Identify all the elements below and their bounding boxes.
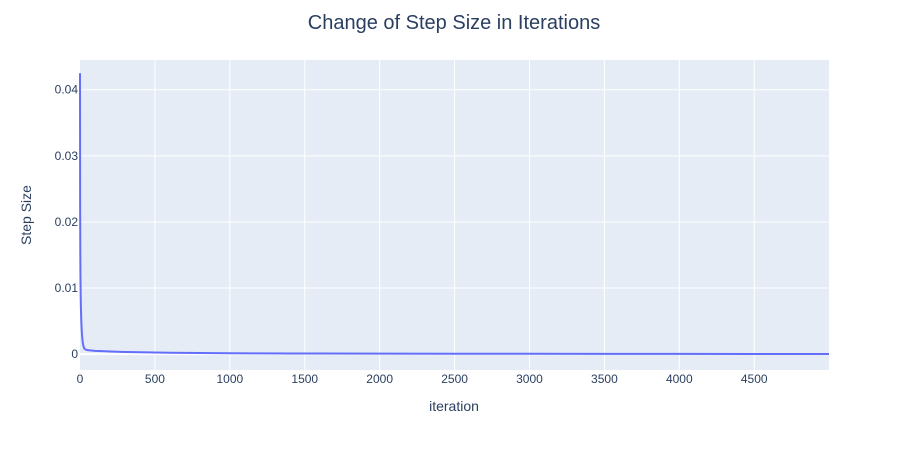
y-tick-label: 0: [71, 347, 78, 361]
x-tick-label: 4500: [741, 372, 768, 386]
y-axis-ticks: 0 0.01 0.02 0.03 0.04: [55, 83, 79, 361]
y-tick-label: 0.04: [55, 83, 79, 97]
y-tick-label: 0.01: [55, 281, 79, 295]
x-tick-label: 3500: [591, 372, 618, 386]
chart-title: Change of Step Size in Iterations: [308, 12, 600, 34]
series-layer: [79, 73, 829, 355]
x-tick-label: 4000: [666, 372, 693, 386]
series-line: [79, 73, 829, 355]
x-tick-label: 0: [77, 372, 84, 386]
x-tick-label: 3000: [516, 372, 543, 386]
y-tick-label: 0.02: [55, 215, 79, 229]
x-tick-label: 500: [145, 372, 165, 386]
x-tick-label: 2000: [366, 372, 393, 386]
y-axis-title: Step Size: [18, 185, 34, 245]
x-tick-label: 1500: [291, 372, 318, 386]
x-tick-label: 1000: [216, 372, 243, 386]
x-axis-title: iteration: [429, 398, 479, 414]
x-tick-label: 2500: [441, 372, 468, 386]
x-axis-ticks: 0 500 1000 1500 2000 2500 3000 3500 4000 4500: [77, 372, 768, 386]
y-tick-label: 0.03: [55, 149, 79, 163]
